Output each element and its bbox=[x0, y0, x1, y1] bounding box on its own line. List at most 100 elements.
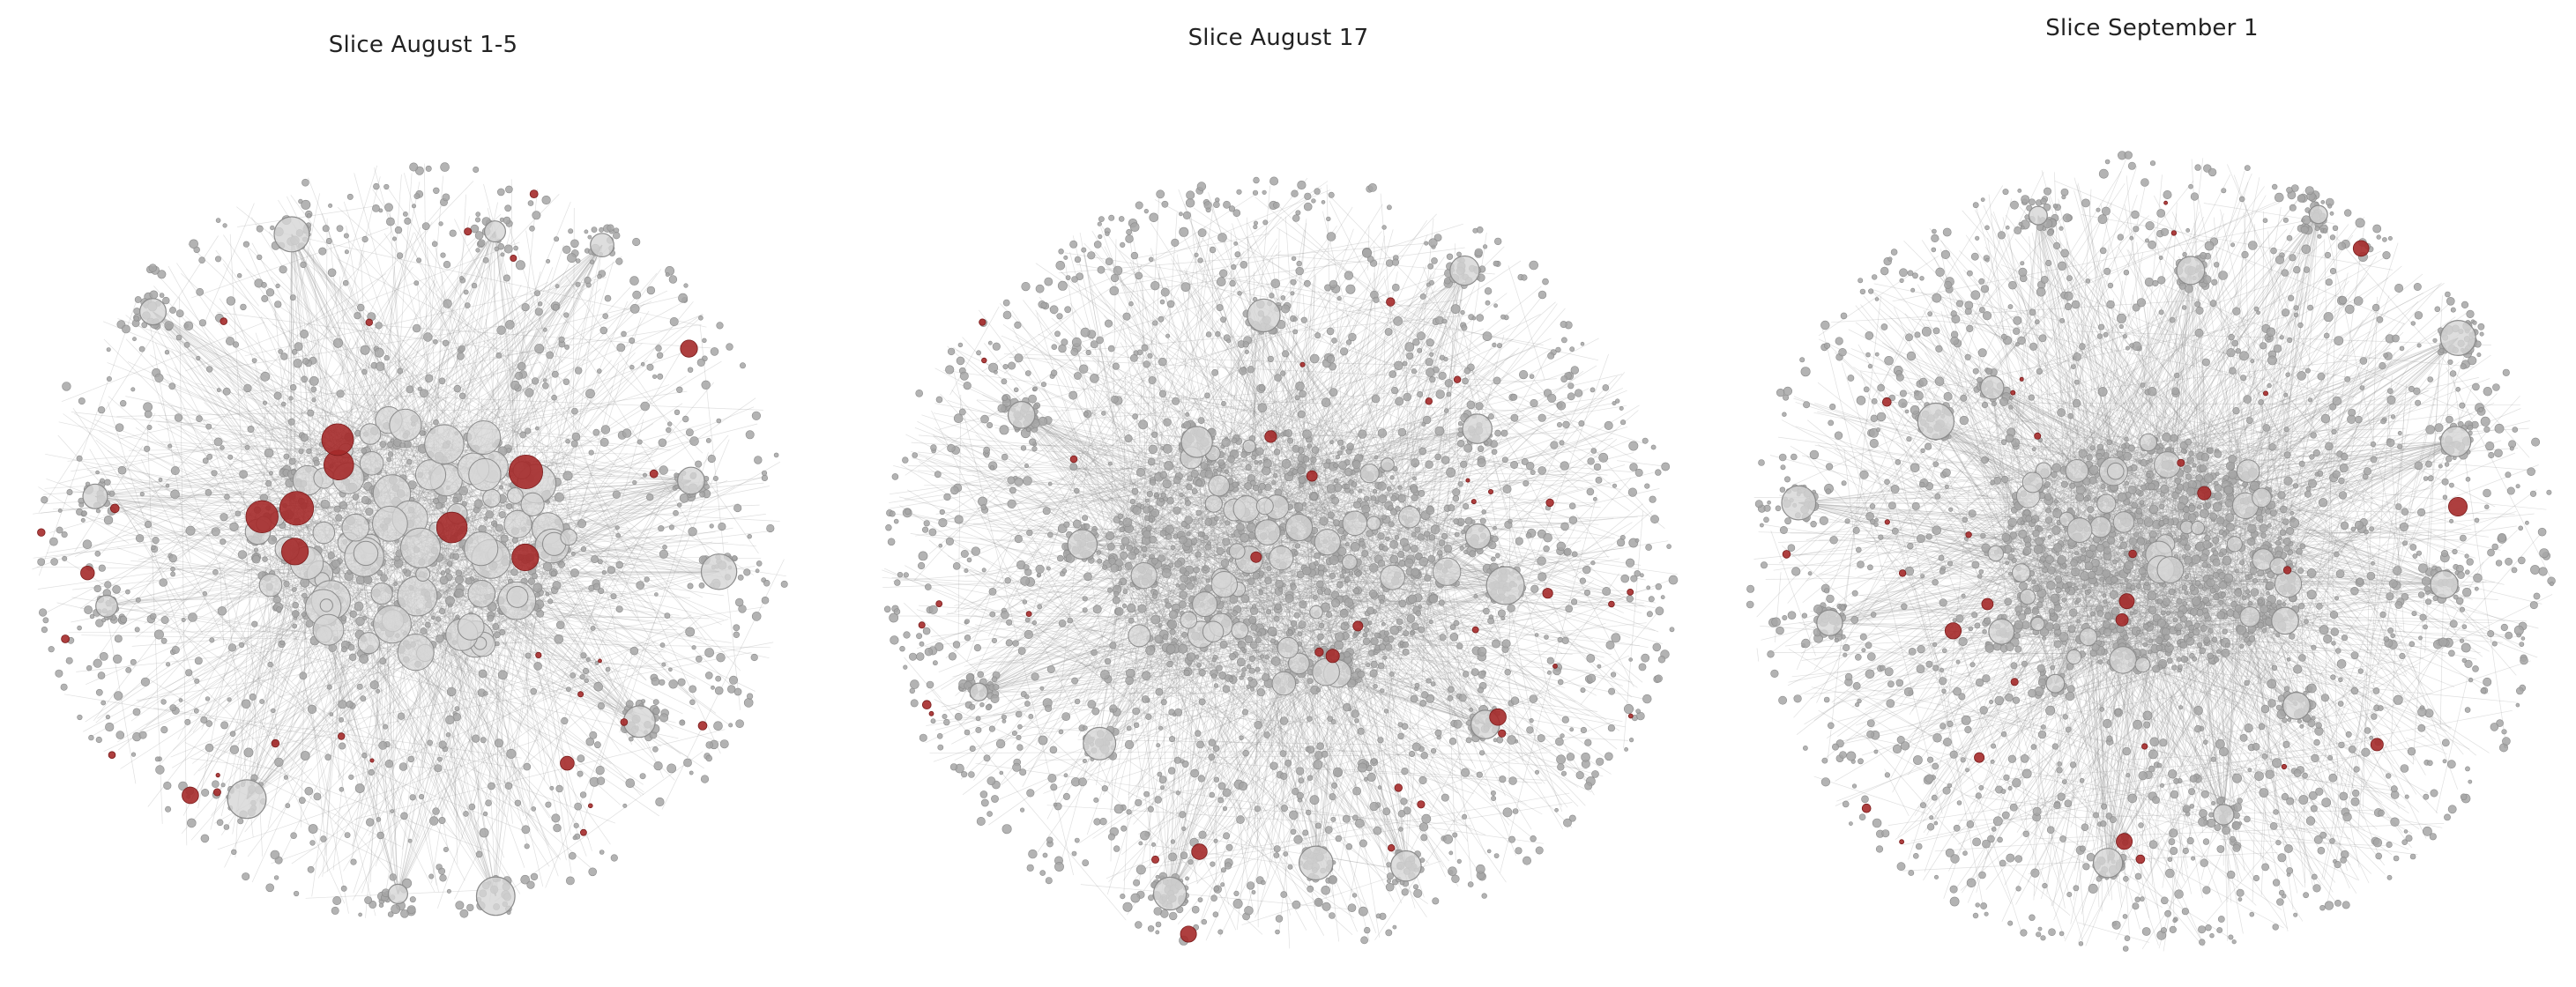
graph-edge bbox=[1142, 558, 1171, 894]
graph-edge bbox=[180, 421, 294, 472]
graph-edge bbox=[907, 465, 1574, 476]
graph-node bbox=[943, 718, 950, 726]
graph-edge bbox=[1245, 375, 1323, 583]
graph-edge bbox=[1367, 225, 1370, 271]
graph-node bbox=[1080, 327, 1091, 338]
node-layer bbox=[37, 162, 788, 918]
graph-edge bbox=[1021, 414, 1394, 644]
graph-node bbox=[989, 611, 996, 618]
graph-node bbox=[530, 872, 539, 881]
graph-node bbox=[685, 627, 696, 637]
graph-node bbox=[1237, 291, 1242, 296]
highlighted-node bbox=[587, 803, 593, 809]
graph-node bbox=[1092, 605, 1102, 614]
graph-node bbox=[242, 872, 250, 881]
graph-node bbox=[438, 221, 443, 226]
graph-node bbox=[1449, 632, 1459, 642]
graph-node bbox=[1500, 314, 1506, 320]
graph-node bbox=[162, 296, 170, 305]
graph-node bbox=[55, 669, 63, 678]
graph-node bbox=[154, 373, 164, 382]
graph-node bbox=[492, 623, 500, 630]
graph-node bbox=[215, 218, 221, 223]
graph-node bbox=[390, 809, 395, 813]
graph-node bbox=[363, 575, 373, 585]
graph-node bbox=[1063, 773, 1068, 778]
graph-edge bbox=[516, 579, 607, 782]
graph-node bbox=[89, 613, 95, 620]
graph-edge bbox=[979, 309, 1141, 523]
graph-edge bbox=[63, 694, 525, 770]
graph-node bbox=[475, 850, 483, 858]
graph-node bbox=[659, 465, 668, 475]
graph-node bbox=[278, 349, 283, 354]
graph-node bbox=[562, 378, 570, 385]
graph-node bbox=[104, 479, 111, 486]
graph-edge bbox=[266, 244, 603, 496]
graph-node bbox=[117, 465, 127, 475]
graph-edge bbox=[1041, 415, 1246, 585]
graph-edge bbox=[1082, 544, 1168, 654]
graph-edge bbox=[1197, 402, 1411, 573]
graph-node bbox=[1373, 826, 1382, 835]
graph-node bbox=[327, 268, 337, 278]
graph-edge bbox=[1351, 651, 1439, 686]
graph-node bbox=[198, 256, 205, 264]
graph-node bbox=[333, 505, 341, 513]
graph-edge bbox=[391, 231, 495, 502]
graph-node bbox=[1120, 893, 1126, 900]
graph-edge bbox=[1094, 285, 1432, 510]
graph-node bbox=[413, 280, 420, 286]
graph-node bbox=[701, 380, 711, 390]
graph-node bbox=[389, 873, 397, 881]
graph-node bbox=[259, 699, 264, 704]
graph-edge bbox=[1123, 529, 1350, 881]
graph-edge bbox=[1345, 585, 1506, 663]
graph-hub-node bbox=[466, 420, 502, 455]
graph-node bbox=[1370, 495, 1377, 501]
graph-node bbox=[155, 765, 165, 775]
graph-edge bbox=[261, 482, 677, 736]
graph-node bbox=[445, 732, 451, 738]
graph-node bbox=[1537, 572, 1547, 582]
graph-edge bbox=[163, 309, 562, 860]
graph-node bbox=[1001, 719, 1007, 724]
graph-node bbox=[1158, 725, 1164, 731]
graph-edge bbox=[290, 560, 476, 782]
graph-node bbox=[726, 685, 736, 694]
graph-node bbox=[1318, 622, 1325, 629]
graph-edge bbox=[117, 412, 156, 476]
graph-edge bbox=[979, 471, 1201, 693]
graph-node bbox=[475, 212, 481, 217]
graph-edge bbox=[1130, 686, 1298, 818]
graph-edge bbox=[1183, 538, 1405, 843]
graph-node bbox=[202, 457, 209, 464]
graph-node bbox=[310, 386, 317, 393]
graph-node bbox=[956, 356, 965, 366]
graph-edge bbox=[1110, 466, 1271, 482]
graph-node bbox=[659, 642, 666, 648]
graph-edge bbox=[135, 427, 656, 768]
graph-node bbox=[302, 592, 308, 599]
graph-node bbox=[400, 812, 408, 820]
graph-node bbox=[359, 654, 369, 664]
graph-edge bbox=[415, 424, 715, 588]
graph-edge bbox=[337, 206, 649, 484]
graph-edge bbox=[1239, 642, 1448, 841]
graph-node bbox=[211, 470, 218, 477]
graph-edge bbox=[1299, 545, 1425, 898]
graph-node bbox=[1213, 776, 1220, 783]
graph-edge bbox=[401, 502, 700, 507]
graph-edge bbox=[1212, 781, 1324, 903]
graph-node bbox=[183, 341, 190, 348]
graph-edge bbox=[38, 235, 219, 513]
graph-node bbox=[1031, 620, 1037, 626]
graph-edge bbox=[1137, 511, 1590, 716]
graph-node bbox=[666, 427, 672, 434]
graph-node bbox=[1381, 225, 1387, 230]
graph-edge bbox=[1412, 352, 1551, 598]
graph-edge bbox=[300, 468, 310, 827]
graph-node bbox=[168, 443, 173, 449]
graph-node bbox=[1309, 353, 1320, 364]
graph-node bbox=[1255, 447, 1264, 456]
